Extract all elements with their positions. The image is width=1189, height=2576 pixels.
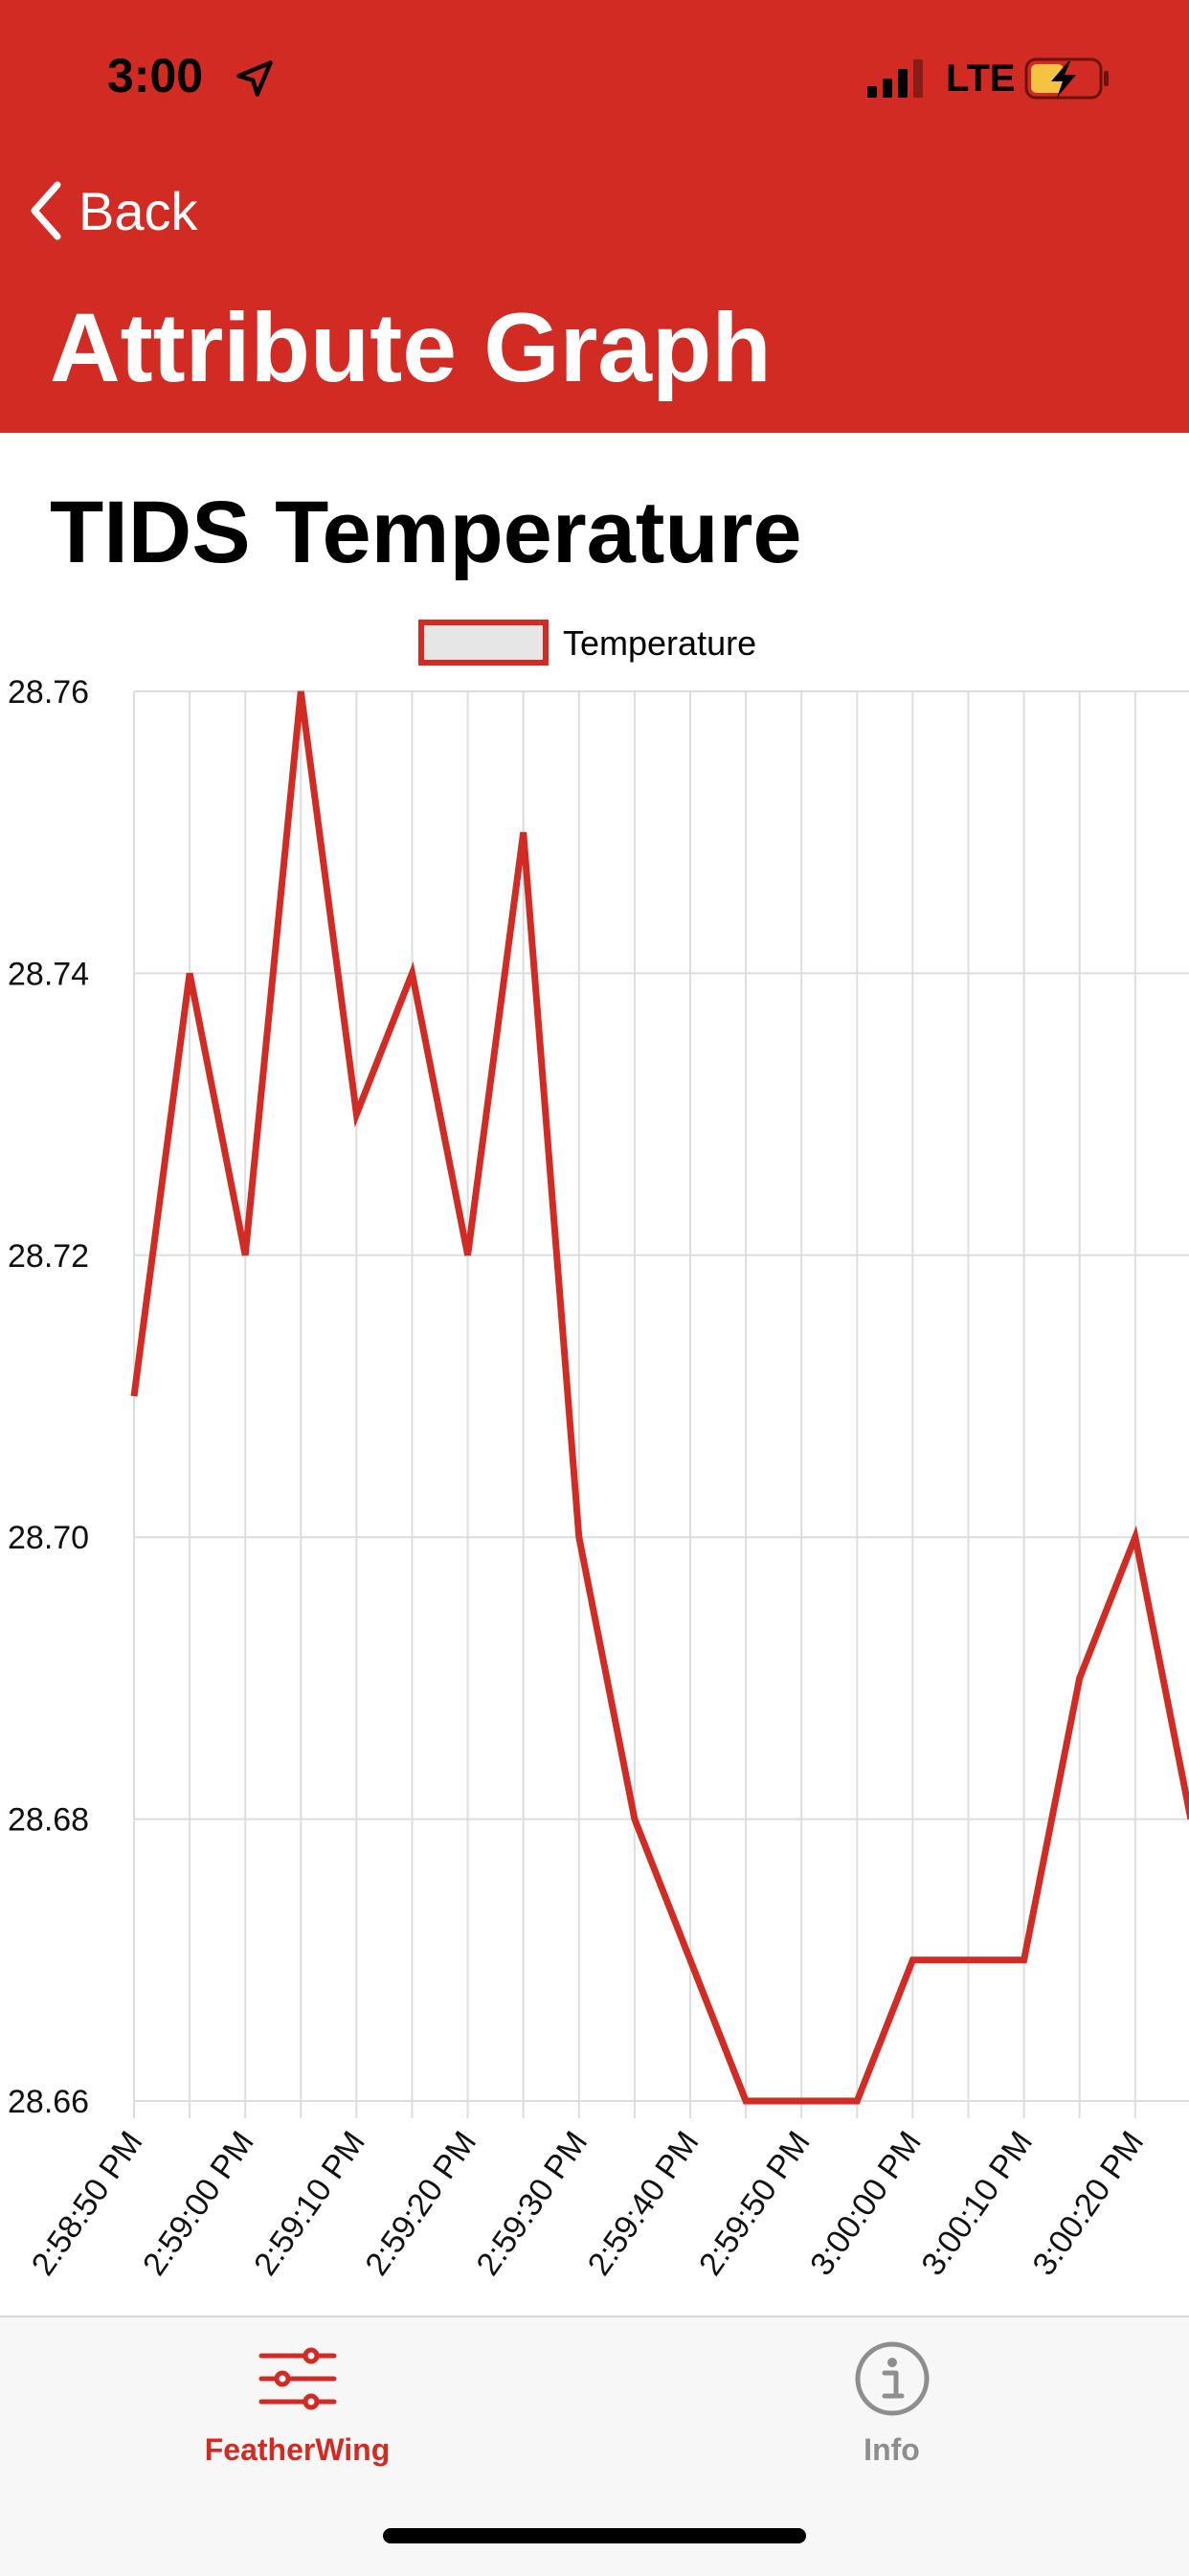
- tab-info[interactable]: Info: [594, 2317, 1189, 2509]
- nav-header: 3:00 LTE Back Attribute Graph: [0, 0, 1189, 433]
- y-tick-label: 28.74: [8, 956, 89, 992]
- info-circle-icon: [852, 2339, 932, 2419]
- y-tick-label: 28.66: [8, 2084, 89, 2120]
- x-tick-label: 2:58:50 PM: [25, 2125, 150, 2282]
- y-tick-label: 28.72: [8, 1238, 89, 1275]
- legend-swatch: [421, 622, 546, 663]
- sliders-icon: [258, 2339, 338, 2419]
- temperature-line-chart: Temperature 28.76 28.74 28.72 28.70 28.68 28.6…: [0, 594, 1189, 2317]
- x-tick-label: 2:59:10 PM: [247, 2125, 372, 2282]
- legend-label: Temperature: [563, 623, 756, 663]
- x-tick-label: 2:59:00 PM: [136, 2125, 261, 2282]
- back-button[interactable]: Back: [25, 172, 198, 249]
- network-label: LTE: [946, 57, 1016, 101]
- status-time: 3:00: [107, 48, 203, 103]
- tab-featherwing[interactable]: FeatherWing: [0, 2317, 594, 2509]
- battery-charging-icon: [1024, 56, 1110, 102]
- tab-info-label: Info: [864, 2432, 920, 2468]
- y-tick-label: 28.76: [8, 674, 89, 711]
- tab-featherwing-label: FeatherWing: [205, 2432, 391, 2468]
- signal-bars-icon: [867, 59, 929, 98]
- y-tick-label: 28.68: [8, 1802, 89, 1839]
- series-line-temperature: [134, 691, 1189, 2101]
- x-tick-label: 2:59:30 PM: [469, 2125, 594, 2282]
- back-label: Back: [79, 180, 198, 242]
- x-tick-label: 2:59:40 PM: [581, 2125, 707, 2282]
- x-tick-label: 3:00:00 PM: [803, 2125, 929, 2282]
- chart-title: TIDS Temperature: [50, 488, 802, 576]
- location-arrow-icon: [234, 57, 276, 100]
- x-tick-label: 3:00:10 PM: [914, 2125, 1040, 2282]
- x-tick-label: 3:00:20 PM: [1025, 2125, 1151, 2282]
- chart-legend: Temperature: [421, 622, 756, 663]
- x-tick-label: 2:59:20 PM: [358, 2125, 483, 2282]
- y-tick-label: 28.70: [8, 1520, 89, 1556]
- chevron-left-icon: [25, 177, 67, 244]
- page-title: Attribute Graph: [50, 299, 772, 396]
- x-tick-label: 2:59:50 PM: [692, 2125, 818, 2282]
- home-indicator: [383, 2528, 806, 2543]
